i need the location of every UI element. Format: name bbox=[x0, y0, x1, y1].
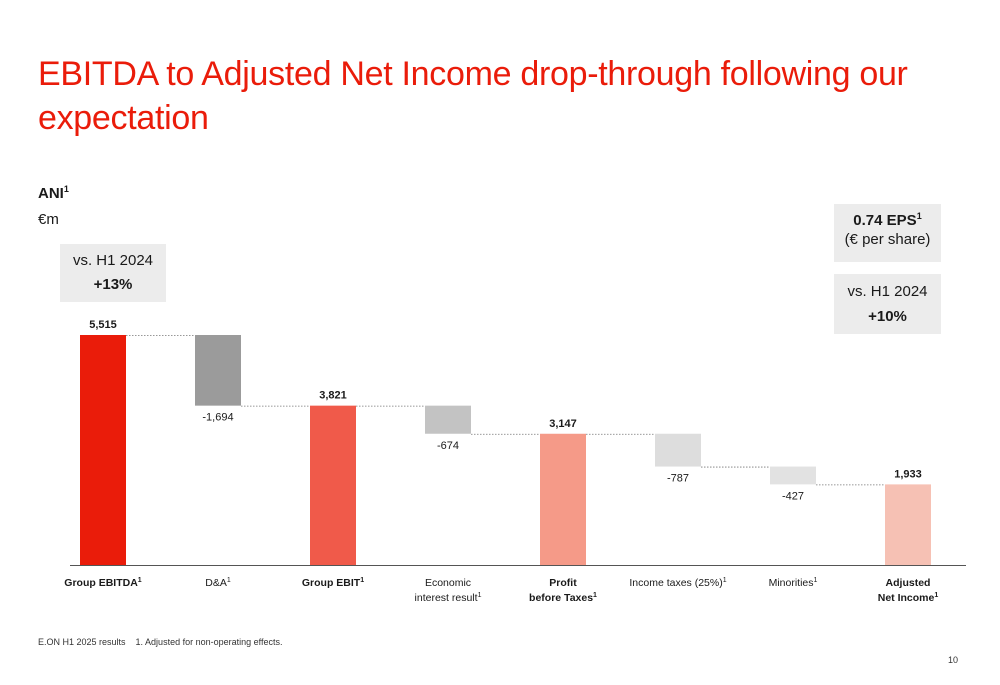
eps-box: 0.74 EPS1 (€ per share) bbox=[834, 204, 941, 262]
category-footnote: 1 bbox=[138, 577, 142, 584]
category-label-line: before Taxes bbox=[529, 592, 593, 604]
category-label-line: Group EBIT bbox=[302, 577, 361, 589]
category-footnote: 1 bbox=[934, 592, 938, 599]
eps-growth-caption: vs. H1 2024 bbox=[847, 283, 928, 300]
eps-unit: (€ per share) bbox=[844, 231, 931, 248]
category-label-line: Net Income bbox=[878, 592, 935, 604]
eps-growth-box: vs. H1 2024 +10% bbox=[834, 274, 941, 334]
category-label-line: Income taxes (25%) bbox=[629, 577, 722, 589]
eps-value: 0.74 EPS1 bbox=[834, 211, 941, 229]
category-footnote: 1 bbox=[723, 577, 727, 584]
bar-6 bbox=[770, 466, 816, 485]
ani-label: ANI1 bbox=[38, 184, 69, 202]
category-label-line: Group EBITDA bbox=[64, 577, 138, 589]
category-footnote: 1 bbox=[478, 592, 482, 599]
data-label-7: 1,933 bbox=[894, 468, 922, 480]
bar-2 bbox=[310, 405, 356, 565]
page-title: EBITDA to Adjusted Net Income drop-throu… bbox=[38, 55, 908, 137]
category-label-6: Minorities1 bbox=[769, 577, 818, 589]
category-label-7: Adjusted Net Income1 bbox=[878, 577, 939, 604]
data-label-4: 3,147 bbox=[549, 418, 577, 430]
category-label-1: D&A1 bbox=[205, 577, 231, 589]
ani-growth-value: +13% bbox=[93, 276, 133, 293]
eps-growth-value: +10% bbox=[868, 308, 907, 325]
bar-7 bbox=[885, 484, 931, 565]
data-label-0: 5,515 bbox=[89, 319, 117, 331]
footer-note: E.ON H1 2025 results 1. Adjusted for non… bbox=[38, 637, 283, 647]
ani-label-text: ANI bbox=[38, 185, 64, 202]
category-label-line: Minorities bbox=[769, 577, 814, 589]
data-label-5: -787 bbox=[667, 473, 689, 485]
bar-5 bbox=[655, 433, 701, 467]
bar-4 bbox=[540, 433, 586, 565]
unit-label: €m bbox=[38, 211, 59, 228]
category-label-5: Income taxes (25%)1 bbox=[629, 577, 726, 589]
ani-label-footnote: 1 bbox=[63, 184, 69, 194]
data-label-2: 3,821 bbox=[319, 390, 347, 402]
category-label-4: Profit before Taxes1 bbox=[529, 577, 597, 604]
bar-1 bbox=[195, 335, 241, 406]
category-footnote: 1 bbox=[227, 577, 231, 584]
category-label-2: Group EBIT1 bbox=[302, 577, 364, 589]
bar-3 bbox=[425, 405, 471, 434]
category-label-line: interest result bbox=[415, 592, 478, 604]
category-footnote: 1 bbox=[593, 592, 597, 599]
category-label-line: Adjusted bbox=[886, 577, 931, 589]
category-label-3: Economic interest result1 bbox=[415, 577, 482, 604]
eps-footnote: 1 bbox=[916, 211, 922, 221]
ani-growth-box: vs. H1 2024 +13% bbox=[60, 244, 166, 302]
category-label-line: Economic bbox=[425, 577, 471, 589]
data-label-3: -674 bbox=[437, 440, 459, 452]
category-label-line: Profit bbox=[549, 577, 577, 589]
category-footnote: 1 bbox=[814, 577, 818, 584]
category-footnote: 1 bbox=[360, 577, 364, 584]
category-label-0: Group EBITDA1 bbox=[64, 577, 142, 589]
eps-value-text: 0.74 EPS bbox=[853, 212, 917, 229]
data-label-6: -427 bbox=[782, 490, 804, 502]
data-label-1: -1,694 bbox=[202, 412, 233, 424]
bar-0 bbox=[80, 335, 126, 565]
ani-growth-caption: vs. H1 2024 bbox=[72, 252, 154, 269]
category-label-line: D&A bbox=[205, 577, 227, 589]
page-number: 10 bbox=[948, 655, 959, 665]
